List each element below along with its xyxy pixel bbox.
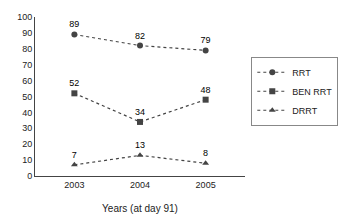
svg-text:30: 30 — [22, 123, 32, 133]
svg-text:10: 10 — [22, 155, 32, 165]
svg-text:70: 70 — [22, 60, 32, 70]
svg-text:Years (at day 91): Years (at day 91) — [102, 203, 178, 214]
svg-text:20: 20 — [22, 139, 32, 149]
svg-text:34: 34 — [135, 107, 145, 117]
svg-text:8: 8 — [203, 148, 208, 158]
svg-text:48: 48 — [201, 85, 211, 95]
svg-text:100: 100 — [17, 12, 32, 22]
svg-text:7: 7 — [72, 150, 77, 160]
svg-text:40: 40 — [22, 108, 32, 118]
svg-text:13: 13 — [135, 140, 145, 150]
svg-text:82: 82 — [135, 31, 145, 41]
svg-text:79: 79 — [201, 35, 211, 45]
svg-text:DRRT: DRRT — [292, 106, 317, 116]
svg-text:2003: 2003 — [64, 180, 84, 190]
svg-text:90: 90 — [22, 28, 32, 38]
svg-text:RRT: RRT — [292, 68, 311, 78]
svg-text:BEN RRT: BEN RRT — [292, 87, 332, 97]
svg-text:0: 0 — [27, 171, 32, 181]
svg-text:2004: 2004 — [130, 180, 150, 190]
svg-text:60: 60 — [22, 76, 32, 86]
svg-text:2005: 2005 — [196, 180, 216, 190]
svg-text:50: 50 — [22, 92, 32, 102]
svg-text:52: 52 — [69, 78, 79, 88]
svg-text:89: 89 — [69, 19, 79, 29]
svg-text:80: 80 — [22, 44, 32, 54]
